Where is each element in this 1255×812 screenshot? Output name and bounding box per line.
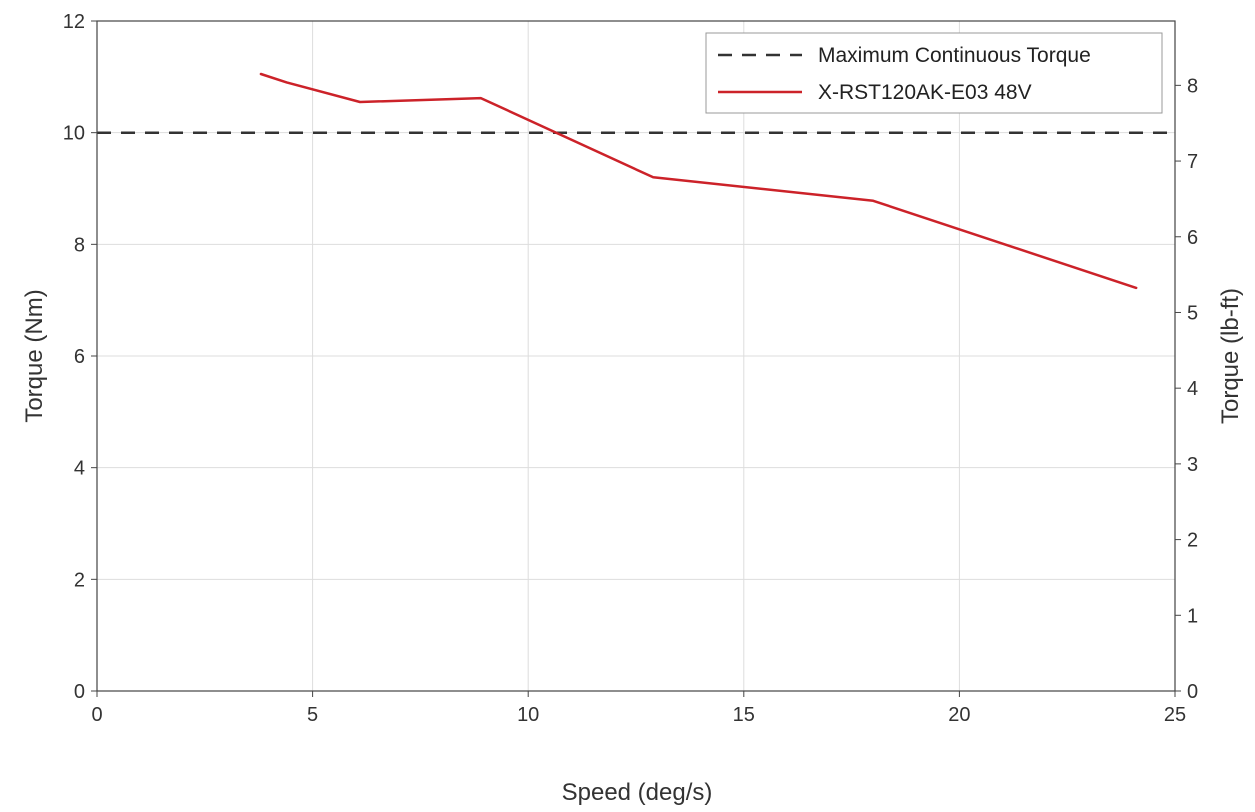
legend-label-motor: X-RST120AK-E03 48V	[818, 81, 1032, 104]
x-tick-label: 15	[733, 704, 755, 726]
y-tick-label-left: 12	[63, 11, 85, 33]
x-tick-label: 20	[948, 704, 970, 726]
y-tick-label-right: 8	[1187, 75, 1198, 97]
y-tick-label-left: 8	[74, 234, 85, 256]
x-tick-labels: 0 5 10 15 20 25	[91, 704, 1186, 726]
y-tick-labels-left: 0 2 4 6 8 10 12	[63, 11, 85, 703]
y-tick-label-left: 6	[74, 346, 85, 368]
legend-box	[705, 32, 1163, 114]
tick-marks	[91, 20, 1181, 697]
y-tick-label-right: 6	[1187, 227, 1198, 249]
series-lines	[97, 72, 1175, 290]
y-axis-title-left: Torque (Nm)	[21, 289, 48, 422]
y-tick-labels-right: 0 1 2 3 4 5 6 7 8	[1187, 75, 1198, 703]
y-tick-label-right: 3	[1187, 454, 1198, 476]
y-tick-label-right: 1	[1187, 605, 1198, 627]
grid-lines	[96, 20, 1176, 692]
x-axis-title: Speed (deg/s)	[562, 779, 713, 806]
y-tick-label-right: 0	[1187, 681, 1198, 703]
y-tick-label-right: 2	[1187, 530, 1198, 552]
y-tick-label-right: 7	[1187, 151, 1198, 173]
y-tick-label-right: 4	[1187, 378, 1198, 400]
y-tick-label-left: 0	[74, 681, 85, 703]
y-tick-label-left: 2	[74, 569, 85, 591]
x-tick-label: 10	[517, 704, 539, 726]
legend: Maximum Continuous Torque X-RST120AK-E03…	[705, 32, 1163, 114]
y-tick-label-right: 5	[1187, 302, 1198, 324]
y-tick-label-left: 10	[63, 123, 85, 145]
y-tick-label-left: 4	[74, 458, 85, 480]
x-tick-label: 0	[91, 704, 102, 726]
x-tick-label: 5	[307, 704, 318, 726]
x-tick-label: 25	[1164, 704, 1186, 726]
legend-label-continuous: Maximum Continuous Torque	[818, 44, 1091, 67]
series-line-x-rst120ak-e03	[259, 72, 1138, 290]
y-axis-title-right: Torque (lb-ft)	[1217, 288, 1244, 424]
